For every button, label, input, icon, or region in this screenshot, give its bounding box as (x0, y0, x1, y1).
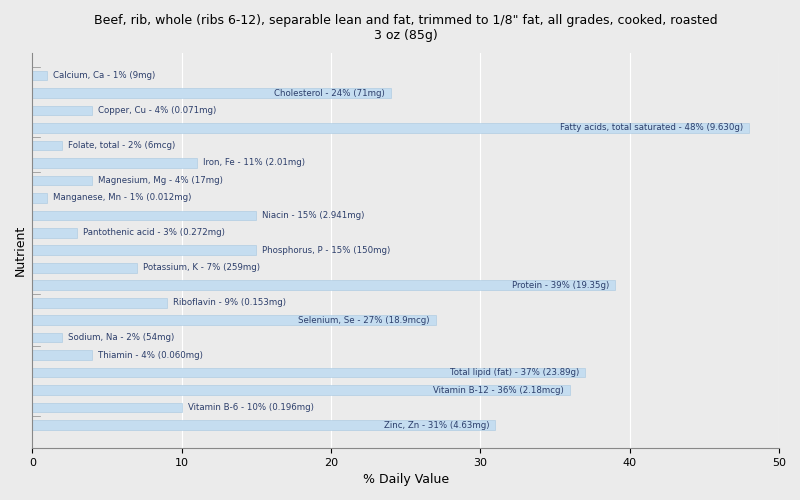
Bar (33, 350, 92, 360)
Text: Zinc, Zn - 31% (4.63mg): Zinc, Zn - 31% (4.63mg) (384, 420, 490, 430)
Y-axis label: Nutrient: Nutrient (14, 224, 27, 276)
Bar (33, 263, 137, 272)
Bar (33, 386, 570, 395)
Title: Beef, rib, whole (ribs 6-12), separable lean and fat, trimmed to 1/8" fat, all g: Beef, rib, whole (ribs 6-12), separable … (94, 14, 718, 42)
Text: Vitamin B-12 - 36% (2.18mcg): Vitamin B-12 - 36% (2.18mcg) (434, 386, 564, 394)
Bar (33, 70, 47, 81)
Text: Total lipid (fat) - 37% (23.89g): Total lipid (fat) - 37% (23.89g) (450, 368, 579, 377)
Bar (33, 176, 92, 185)
Bar (33, 158, 197, 168)
Bar (33, 316, 436, 325)
Text: Copper, Cu - 4% (0.071mg): Copper, Cu - 4% (0.071mg) (98, 106, 217, 115)
Bar (33, 420, 495, 430)
Bar (33, 228, 78, 237)
Text: Magnesium, Mg - 4% (17mg): Magnesium, Mg - 4% (17mg) (98, 176, 223, 185)
Text: Potassium, K - 7% (259mg): Potassium, K - 7% (259mg) (143, 264, 260, 272)
Text: Iron, Fe - 11% (2.01mg): Iron, Fe - 11% (2.01mg) (202, 158, 305, 168)
Text: Cholesterol - 24% (71mg): Cholesterol - 24% (71mg) (274, 88, 385, 98)
Bar (33, 88, 391, 98)
Text: Riboflavin - 9% (0.153mg): Riboflavin - 9% (0.153mg) (173, 298, 286, 307)
Bar (33, 298, 167, 308)
X-axis label: % Daily Value: % Daily Value (362, 473, 449, 486)
Text: Protein - 39% (19.35g): Protein - 39% (19.35g) (512, 281, 609, 290)
Bar (33, 280, 615, 290)
Text: Pantothenic acid - 3% (0.272mg): Pantothenic acid - 3% (0.272mg) (83, 228, 225, 237)
Text: Phosphorus, P - 15% (150mg): Phosphorus, P - 15% (150mg) (262, 246, 390, 255)
Text: Vitamin B-6 - 10% (0.196mg): Vitamin B-6 - 10% (0.196mg) (188, 403, 314, 412)
Text: Niacin - 15% (2.941mg): Niacin - 15% (2.941mg) (262, 211, 365, 220)
Text: Folate, total - 2% (6mcg): Folate, total - 2% (6mcg) (68, 141, 175, 150)
Bar (33, 106, 92, 116)
Bar (33, 140, 62, 150)
Bar (33, 403, 182, 412)
Bar (33, 246, 257, 255)
Bar (33, 123, 750, 133)
Text: Manganese, Mn - 1% (0.012mg): Manganese, Mn - 1% (0.012mg) (54, 194, 192, 202)
Bar (33, 333, 62, 342)
Text: Thiamin - 4% (0.060mg): Thiamin - 4% (0.060mg) (98, 350, 203, 360)
Text: Fatty acids, total saturated - 48% (9.630g): Fatty acids, total saturated - 48% (9.63… (560, 124, 743, 132)
Text: Sodium, Na - 2% (54mg): Sodium, Na - 2% (54mg) (68, 333, 174, 342)
Text: Calcium, Ca - 1% (9mg): Calcium, Ca - 1% (9mg) (54, 71, 156, 80)
Text: Selenium, Se - 27% (18.9mcg): Selenium, Se - 27% (18.9mcg) (298, 316, 430, 324)
Bar (33, 210, 257, 220)
Bar (33, 368, 585, 378)
Bar (33, 193, 47, 202)
